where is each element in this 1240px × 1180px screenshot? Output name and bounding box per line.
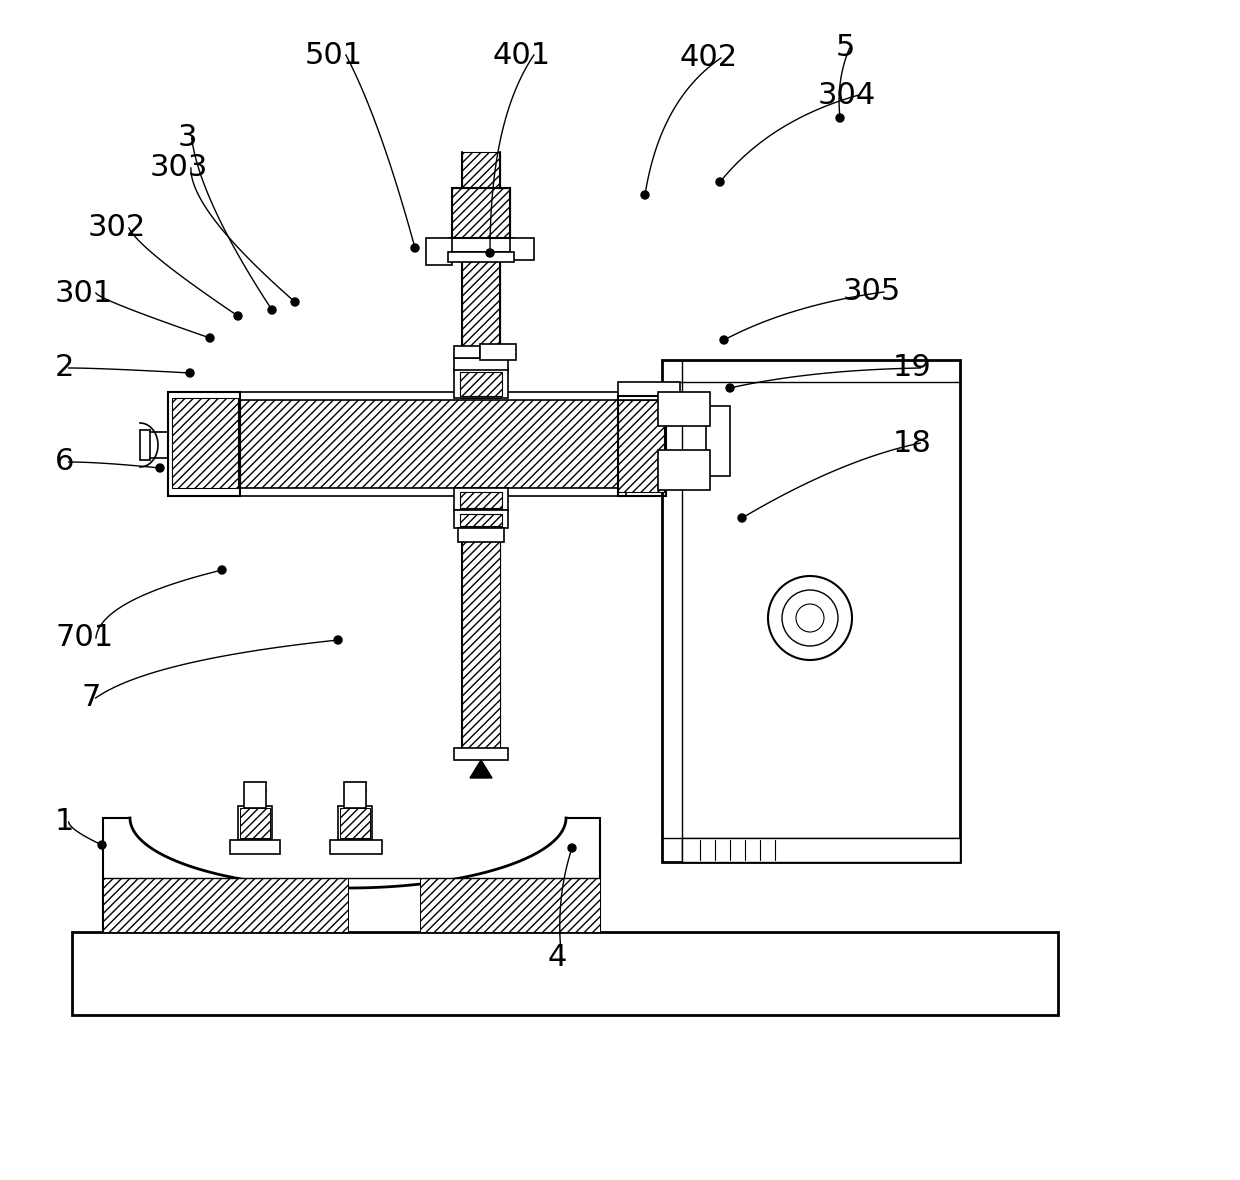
Text: 6: 6 [55,447,74,477]
Bar [167,489,626,496]
Bar [167,392,241,496]
Text: 701: 701 [55,623,113,653]
Text: 302: 302 [88,214,146,243]
Text: 19: 19 [893,354,931,382]
Bar [454,368,508,398]
Text: 1: 1 [55,807,74,837]
Circle shape [291,299,299,306]
Bar [339,806,372,840]
Circle shape [715,178,724,186]
Text: 402: 402 [680,44,738,72]
Text: 304: 304 [818,80,877,110]
Bar [460,372,502,396]
Bar [454,358,508,371]
Bar [463,489,500,755]
Circle shape [186,369,193,376]
Circle shape [410,244,419,253]
Bar [330,840,382,854]
Circle shape [641,191,649,199]
Text: 3: 3 [179,124,197,152]
Polygon shape [470,760,492,778]
Circle shape [334,636,342,644]
Bar [420,878,600,932]
Bar [343,782,366,808]
Bar [241,808,270,838]
Bar [706,406,730,476]
Bar [658,392,711,426]
Text: 301: 301 [55,278,113,308]
Bar [229,840,280,854]
Circle shape [218,566,226,573]
Bar [167,392,626,400]
Text: 401: 401 [494,40,551,70]
Bar [463,152,500,398]
Bar [427,238,453,266]
Bar [454,346,480,358]
Circle shape [836,114,844,122]
Text: 18: 18 [893,428,932,458]
Bar [448,238,515,253]
Circle shape [268,306,277,314]
Bar [618,396,666,496]
Bar [103,878,348,932]
Bar [460,492,502,509]
Bar [340,808,370,838]
Bar [510,238,534,260]
Text: 305: 305 [843,277,901,307]
Bar [480,345,516,360]
Circle shape [486,249,494,257]
Bar [454,510,508,527]
Circle shape [234,312,242,320]
Bar [244,782,267,808]
Circle shape [738,514,746,522]
Bar [172,398,238,489]
Text: 303: 303 [150,153,208,183]
Bar [618,400,663,492]
Bar [458,527,503,542]
Circle shape [720,336,728,345]
Text: 2: 2 [55,354,74,382]
Bar [72,932,1058,1015]
Bar [454,748,508,760]
Bar [618,382,680,400]
Bar [453,188,510,238]
Bar [238,806,272,840]
Bar [453,188,510,238]
Circle shape [156,464,164,472]
Bar [454,489,508,510]
Bar [241,398,618,489]
Bar [460,514,502,526]
Text: 4: 4 [548,944,568,972]
Circle shape [568,844,577,852]
Bar [682,838,960,863]
Circle shape [725,384,734,392]
Bar [662,360,960,863]
Text: 501: 501 [305,40,363,70]
Circle shape [206,334,215,342]
Bar [448,253,515,262]
Circle shape [98,841,105,848]
Text: 5: 5 [836,33,856,63]
Text: 7: 7 [82,683,102,713]
Bar [658,450,711,490]
